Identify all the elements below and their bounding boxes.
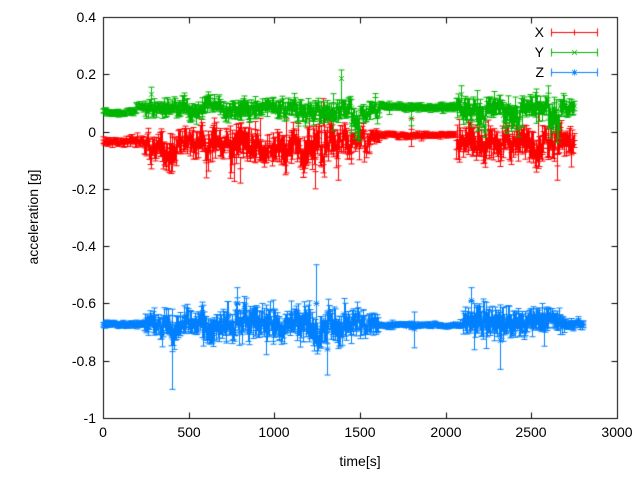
y-tick-label: -1 [83,410,96,426]
x-tick-label: 1500 [344,424,376,440]
legend-label-x: X [534,24,544,40]
legend-label-y: Y [534,44,544,60]
y-tick-label: -0.6 [71,295,96,311]
y-tick-label: 0.4 [76,9,96,25]
y-tick-label: -0.2 [71,181,96,197]
x-tick-label: 500 [177,424,201,440]
x-axis-title: time[s] [339,453,381,469]
y-tick-label: -0.4 [71,238,96,254]
legend-label-z: Z [535,64,544,80]
x-tick-label: 2000 [430,424,462,440]
y-tick-label: 0.2 [76,66,96,82]
x-tick-label: 0 [99,424,107,440]
x-tick-label: 3000 [601,424,633,440]
x-tick-label: 2500 [515,424,547,440]
y-tick-label: 0 [88,124,96,140]
y-tick-label: -0.8 [71,353,96,369]
x-tick-label: 1000 [258,424,290,440]
